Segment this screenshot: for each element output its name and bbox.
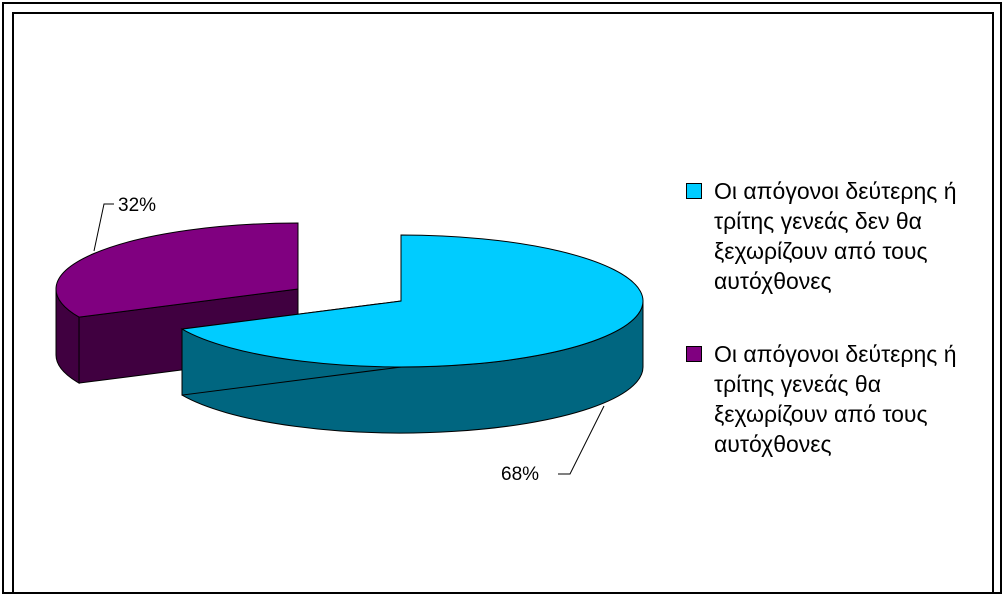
legend-label: Οι απόγονοι δεύτερης ή τρίτης γενεάς δεν…	[714, 178, 957, 294]
legend-item-not-distinguishable: Οι απόγονοι δεύτερης ή τρίτης γενεάς δεν…	[684, 176, 994, 296]
legend-label: Οι απόγονοι δεύτερης ή τρίτης γενεάς θα …	[714, 341, 957, 457]
leader-line-68	[558, 405, 605, 475]
slice-top-face	[180, 234, 644, 368]
data-label-68: 68%	[501, 464, 539, 485]
leader-line-32	[93, 203, 114, 252]
legend: Οι απόγονοι δεύτερης ή τρίτης γενεάς δεν…	[684, 176, 994, 459]
data-label-32: 32%	[118, 195, 156, 216]
pie-slice-68	[180, 234, 644, 434]
slice-top-face	[55, 222, 299, 318]
legend-swatch-cyan	[686, 183, 702, 199]
legend-swatch-purple	[686, 346, 702, 362]
legend-item-distinguishable: Οι απόγονοι δεύτερης ή τρίτης γενεάς θα …	[684, 339, 994, 459]
chart-area	[12, 12, 994, 592]
